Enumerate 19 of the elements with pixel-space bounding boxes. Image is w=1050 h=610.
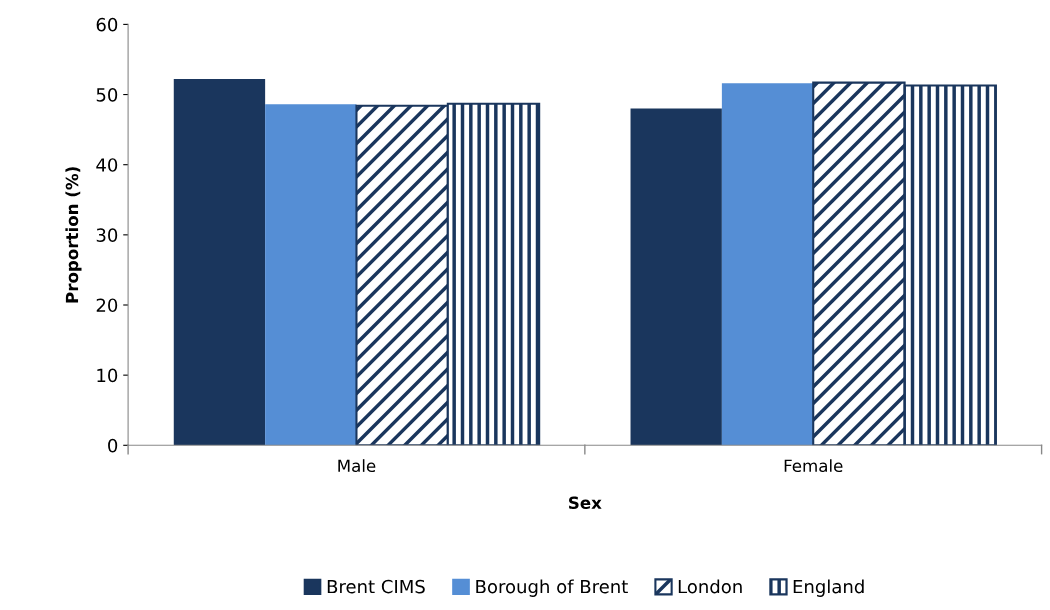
y-tick-label: 40 [96,158,118,172]
legend-label: England [793,579,864,597]
y-tick-label: 20 [96,298,118,313]
y-tick-label: 10 [97,368,118,383]
legend-label: Borough of Brent [476,579,628,597]
bar [173,79,266,446]
legend-label: Brent CIMS [327,579,425,594]
bar [721,83,814,446]
y-tick-label: 30 [96,228,118,242]
y-axis-title: Proportion (%) [65,167,82,303]
x-axis-title: Sex [569,496,602,510]
legend-label: London [678,579,742,594]
bar [630,108,722,446]
y-tick-label: 60 [96,17,118,32]
y-tick-label: 0 [108,438,118,453]
x-tick-label: Male [338,459,376,473]
x-tick-label: Female [784,459,843,473]
y-tick-label: 50 [96,88,118,102]
bar [265,104,357,446]
